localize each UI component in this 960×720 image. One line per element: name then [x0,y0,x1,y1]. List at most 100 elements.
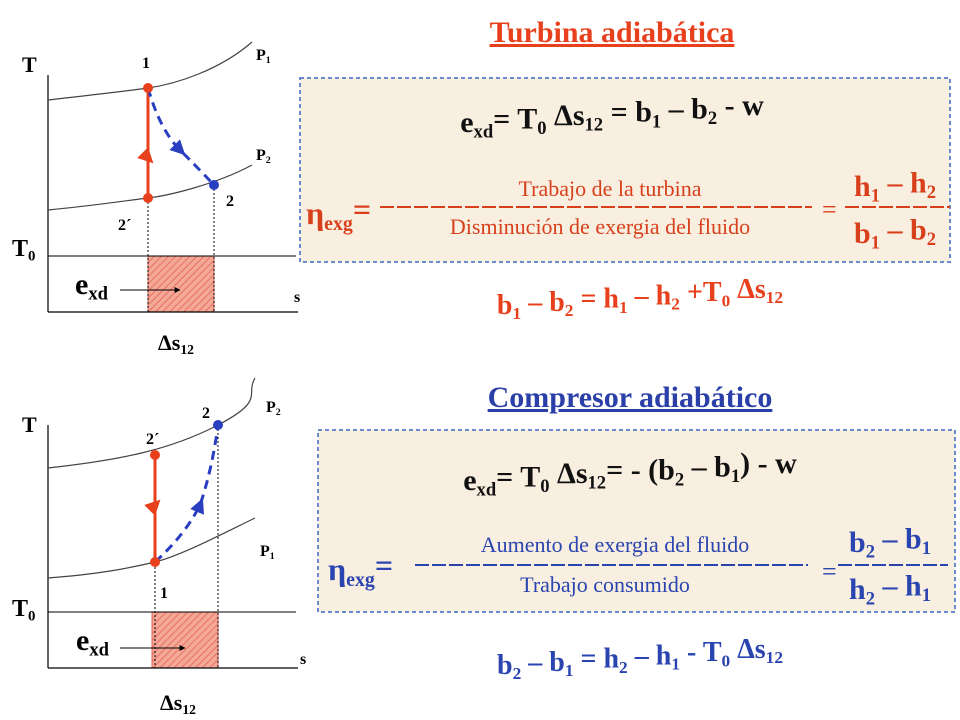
text-run: η [328,551,346,587]
pressure-label: P2 [266,399,281,418]
subscript: 1 [922,538,931,559]
subscript: 0 [28,608,35,624]
subscript: xd [474,122,494,143]
subscript: 2 [513,664,522,683]
point-label: 2 [226,193,234,210]
subscript: 1 [922,585,931,606]
text-run: P [256,47,266,64]
efficiency-symbol: ηexg= [328,547,393,591]
text-run: h [849,573,866,606]
text-run: T [12,596,28,622]
formula-box [317,429,956,613]
ratio-denominator: h2 – h1 [849,570,931,610]
pressure-label: P2 [256,147,271,166]
text-run: – h [628,640,672,671]
state-point [150,557,160,567]
text-run: – b [875,523,922,556]
axis-label: T [22,52,37,77]
text-run: – b [684,450,731,483]
fraction-denominator: Disminución de exergia del fluido [450,214,750,239]
real-process [146,87,216,187]
state-point [143,83,153,93]
ratio-numerator: h1 – h2 [854,167,936,207]
subscript: 2 [266,155,271,166]
subscript: 1 [513,304,522,323]
subscript: 1 [652,111,661,132]
text-run: T [12,236,28,262]
point-label: 2´ [146,431,159,448]
subscript: exg [346,569,375,591]
text-run: Δs [550,457,588,490]
text-run: P [266,399,276,416]
subscript: 0 [722,291,731,310]
text-run: – b [521,647,565,678]
text-run: Δs [730,274,766,305]
text-run: +T [680,277,722,308]
efficiency-symbol: ηexg= [306,191,371,235]
section-title: Compresor adiabático [488,381,773,414]
text-run: P [260,543,270,560]
ratio-denominator: b1 – b2 [854,214,936,254]
axis-label: T0 [12,596,35,624]
subscript: 1 [565,661,574,680]
exergy-formula: exd= T0 Δs12= - (b2 – b1) - w [463,447,797,501]
text-run: P [256,147,266,164]
state-point [143,193,153,203]
section-title: Turbina adiabática [490,16,735,49]
text-run: – h [875,570,922,603]
subscript: 1 [871,186,880,207]
subscript: 0 [537,118,546,139]
subscript: 12 [766,288,783,307]
text-run: = [353,191,371,227]
point-label: 1 [142,55,150,72]
subscript: 12 [588,473,607,494]
result-formula: b1 – b2 = h1 – h2 +T0 Δs12 [497,274,783,323]
point-label: 2 [202,405,210,422]
exergy-formula: exd= T0 Δs12 = b1 – b2 - w [460,89,764,143]
text-run: – h [628,280,672,311]
subscript: 2 [276,407,281,418]
text-run: η [306,195,324,231]
subscript: 1 [731,466,740,487]
axis-label: T [22,412,37,437]
exd-label: exd [75,268,109,305]
text-run: - w [717,89,764,122]
point-label: 2´ [118,217,131,234]
text-run: Δs [160,690,183,715]
subscript: xd [88,284,108,305]
subscript: 12 [180,342,194,357]
subscript: 12 [585,115,604,136]
formula-box [299,77,951,263]
text-run: e [463,464,476,497]
text-run: Δs [730,634,766,665]
subscript: 1 [871,233,880,254]
text-run: e [75,268,88,301]
state-point [150,450,160,460]
subscript: xd [477,480,497,501]
exd-label: exd [76,624,110,661]
subscript: 12 [182,702,196,717]
pressure-label: P1 [256,47,271,66]
text-run: - T [680,637,722,668]
subscript: 0 [722,651,731,670]
axis-label: s [300,651,306,668]
text-run: = T [493,103,537,136]
state-point [209,180,219,190]
text-run: b [854,217,871,250]
text-run: – b [880,214,927,247]
text-run: b [849,526,866,559]
text-run: – h [880,167,927,200]
text-run: – b [521,287,565,318]
state-point [213,420,223,430]
subscript: xd [89,640,109,661]
axis-label: s [294,289,300,306]
subscript: 1 [270,551,275,562]
text-run: = h [573,284,619,315]
equals-sign: = [822,557,837,586]
text-run: e [76,624,89,657]
text-run: = h [574,644,620,675]
axis-label: T0 [12,236,35,264]
subscript: 2 [866,589,875,610]
text-run: = T [496,461,540,494]
